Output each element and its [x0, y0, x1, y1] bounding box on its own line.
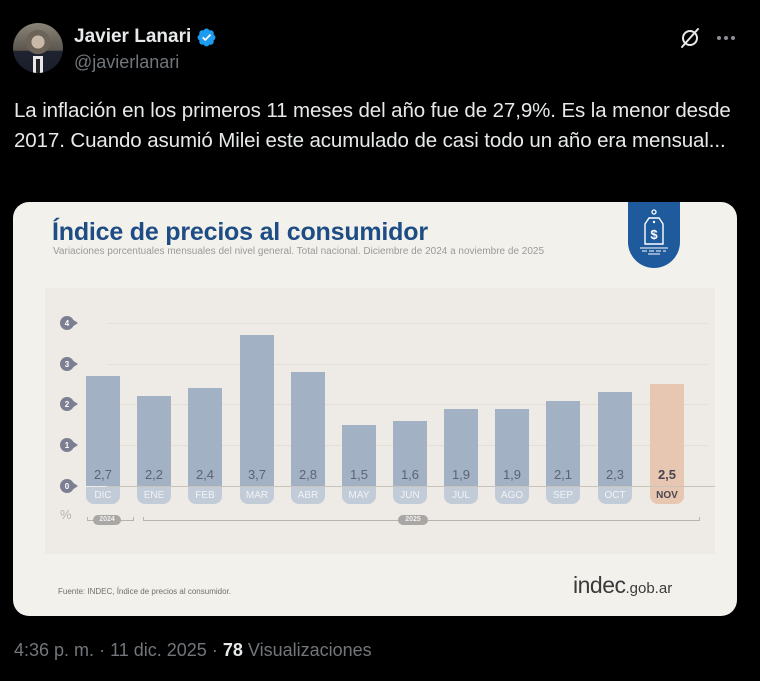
tweet-image[interactable]: Índice de precios al consumidor Variacio… — [13, 202, 737, 616]
x-category-label: DIC — [86, 487, 120, 504]
x-category-label: ENE — [137, 487, 171, 504]
tweet-time[interactable]: 4:36 p. m. — [14, 640, 95, 660]
bar-abr — [291, 372, 325, 486]
bar-nov — [650, 384, 684, 486]
x-category-label: MAY — [342, 487, 376, 504]
views-label: Visualizaciones — [247, 640, 372, 660]
x-category-label: MAR — [240, 487, 274, 504]
x-category-label: AGO — [495, 487, 529, 504]
y-tick-4: 4 — [60, 316, 78, 330]
bar-value-label: 1,6 — [400, 467, 420, 482]
bar-value-label: 2,2 — [144, 467, 164, 482]
y-unit-label: % — [60, 507, 72, 522]
views-count: 78 — [222, 640, 243, 660]
author-name-row: Javier Lanari — [74, 26, 217, 48]
year-bracket-tick — [87, 517, 88, 521]
grok-button[interactable] — [678, 26, 702, 50]
x-category-label: JUN — [393, 487, 427, 504]
verified-badge-icon — [197, 28, 216, 46]
bar-value-label: 2,5 — [657, 467, 677, 482]
bar-value-label: 2,1 — [553, 467, 573, 482]
more-icon-dot — [731, 36, 735, 40]
y-tick-0: 0 — [60, 479, 78, 493]
logo-suffix: .gob.ar — [625, 580, 673, 597]
year-bracket-tick — [143, 517, 144, 521]
avatar-tie — [36, 59, 40, 73]
bar-value-label: 1,9 — [451, 467, 471, 482]
chart-subtitle: Variaciones porcentuales mensuales del n… — [53, 246, 545, 257]
x-category-label: FEB — [188, 487, 222, 504]
gridline-2 — [107, 404, 707, 405]
indec-logo: indec .gob.ar — [573, 572, 672, 599]
year-bracket-tick — [133, 517, 134, 521]
year-2024-pill: 2024 — [93, 515, 121, 525]
svg-text:$: $ — [650, 227, 658, 242]
price-tag-dollar-icon: $ — [640, 209, 668, 255]
bar-value-label: 1,9 — [502, 467, 522, 482]
x-category-label: ABR — [291, 487, 325, 504]
grok-icon — [681, 28, 699, 48]
avatar[interactable] — [13, 23, 63, 73]
bar-mar — [240, 335, 274, 486]
bar-ago — [495, 408, 529, 486]
bar-sep — [546, 400, 580, 486]
x-category-label: NOV — [650, 487, 684, 504]
more-icon-dot — [724, 36, 728, 40]
bar-jun — [393, 420, 427, 486]
tweet-text: La inflación en los primeros 11 meses de… — [14, 99, 731, 152]
separator: · — [211, 640, 218, 660]
bar-value-label: 2,4 — [195, 467, 215, 482]
gridline-3 — [107, 364, 707, 365]
more-options-button[interactable] — [712, 26, 740, 50]
more-icon-dot — [717, 36, 721, 40]
x-category-label: OCT — [598, 487, 632, 504]
bar-may — [342, 424, 376, 486]
separator: · — [99, 640, 106, 660]
year-bracket-tick — [699, 517, 700, 521]
author-display-name[interactable]: Javier Lanari — [74, 26, 192, 47]
price-tag-badge: $ — [628, 202, 680, 268]
chart-title: Índice de precios al consumidor — [52, 218, 428, 246]
bar-value-label: 2,3 — [605, 467, 625, 482]
x-category-label: JUL — [444, 487, 478, 504]
x-category-label: SEP — [546, 487, 580, 504]
bar-value-label: 2,7 — [93, 467, 113, 482]
bar-value-label: 3,7 — [247, 467, 267, 482]
bar-value-label: 1,5 — [349, 467, 369, 482]
x-axis-baseline — [107, 486, 715, 487]
year-2025-pill: 2025 — [398, 515, 428, 525]
bar-value-label: 2,8 — [298, 467, 318, 482]
author-handle[interactable]: @javierlanari — [74, 52, 180, 72]
tweet-meta: 4:36 p. m. · 11 dic. 2025 · 78 Visualiza… — [14, 640, 372, 661]
logo-main: indec — [573, 572, 626, 598]
chart-source: Fuente: INDEC, Índice de precios al cons… — [58, 587, 231, 596]
bar-oct — [598, 392, 632, 486]
y-tick-3: 3 — [60, 357, 78, 371]
tweet-date[interactable]: 11 dic. 2025 — [110, 640, 207, 660]
bar-feb — [188, 388, 222, 486]
y-tick-1: 1 — [60, 438, 78, 452]
bar-ene — [137, 396, 171, 486]
bar-jul — [444, 408, 478, 486]
gridline-4 — [107, 323, 707, 324]
y-tick-2: 2 — [60, 397, 78, 411]
chart-panel: 4 3 2 1 0 % 2,7 DIC 2,2 ENE 2,4 FEB 3,7 MAR 2,8 A… — [45, 288, 715, 554]
bar-dic — [86, 376, 120, 486]
